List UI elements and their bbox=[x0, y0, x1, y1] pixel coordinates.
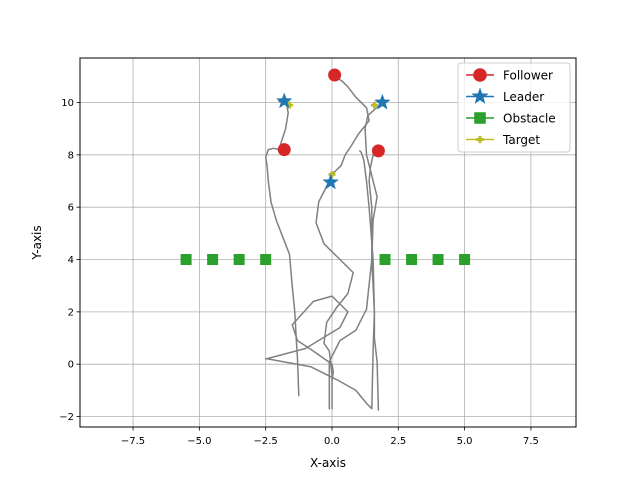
x-tick-label: −7.5 bbox=[121, 436, 145, 447]
leader-marker bbox=[322, 173, 339, 190]
y-tick-label: 8 bbox=[68, 150, 74, 161]
x-tick-label: −2.5 bbox=[254, 436, 278, 447]
x-tick-label: 0.0 bbox=[324, 436, 340, 447]
follower-marker bbox=[371, 144, 385, 158]
trajectory-line bbox=[264, 295, 349, 381]
target-marker bbox=[328, 170, 336, 178]
leader-marker bbox=[374, 93, 391, 110]
legend-label: Follower bbox=[503, 69, 553, 83]
legend-entries: Follower Leader Obstacle Target bbox=[466, 68, 556, 147]
y-tick-label: 10 bbox=[61, 98, 74, 109]
x-tick-label: 5.0 bbox=[457, 436, 473, 447]
y-tick-label: −2 bbox=[59, 412, 74, 423]
legend-label: Target bbox=[502, 133, 540, 147]
legend-leader-marker bbox=[471, 87, 489, 104]
legend-box bbox=[457, 62, 571, 153]
trajectory-line bbox=[264, 100, 300, 397]
obstacle-marker bbox=[207, 254, 219, 266]
y-tick-label: 0 bbox=[68, 360, 74, 371]
obstacle-marker bbox=[379, 254, 391, 266]
obstacle-marker bbox=[406, 254, 418, 266]
obstacle-marker bbox=[459, 254, 471, 266]
y-tick-label: 2 bbox=[68, 307, 74, 318]
target-marker bbox=[370, 101, 378, 109]
obstacle-marker bbox=[260, 254, 272, 266]
x-tick-label: 7.5 bbox=[523, 436, 539, 447]
legend-label: Leader bbox=[503, 90, 544, 104]
leader-marker bbox=[275, 92, 293, 109]
x-axis-label: X-axis bbox=[310, 456, 346, 470]
markers bbox=[180, 68, 471, 266]
legend-follower-marker bbox=[473, 68, 487, 82]
trajectories bbox=[264, 74, 384, 411]
obstacle-marker bbox=[432, 254, 444, 266]
ticks: −7.5 −5.0 −2.5 0.0 2.5 5.0 7.5 −2 0 2 4 6 8 10 bbox=[59, 98, 539, 447]
follower-marker bbox=[328, 68, 342, 82]
y-axis-label: Y-axis bbox=[30, 225, 44, 260]
y-tick-label: 6 bbox=[68, 203, 74, 214]
x-tick-label: −5.0 bbox=[187, 436, 211, 447]
target-marker bbox=[286, 101, 294, 109]
follower-marker bbox=[277, 143, 291, 157]
y-tick-label: 4 bbox=[68, 255, 74, 266]
plot-frame bbox=[79, 57, 577, 428]
x-tick-label: 2.5 bbox=[390, 436, 406, 447]
legend-obstacle-marker bbox=[474, 112, 486, 124]
legend-label: Obstacle bbox=[503, 112, 556, 126]
trajectory-line bbox=[267, 150, 384, 410]
legend-target-marker bbox=[476, 135, 484, 144]
legend: Follower Leader Obstacle Target bbox=[457, 62, 571, 153]
obstacle-marker bbox=[233, 254, 245, 266]
obstacle-marker bbox=[180, 254, 192, 266]
